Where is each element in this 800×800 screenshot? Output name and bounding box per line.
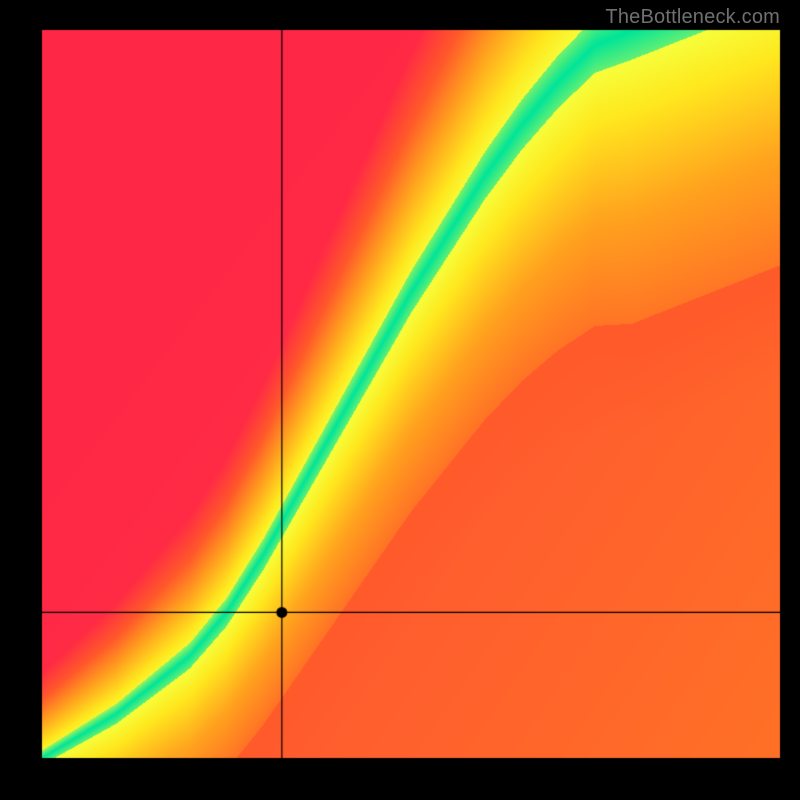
watermark-text: TheBottleneck.com: [605, 6, 780, 29]
bottleneck-heatmap-canvas: [0, 0, 800, 800]
chart-container: TheBottleneck.com: [0, 0, 800, 800]
